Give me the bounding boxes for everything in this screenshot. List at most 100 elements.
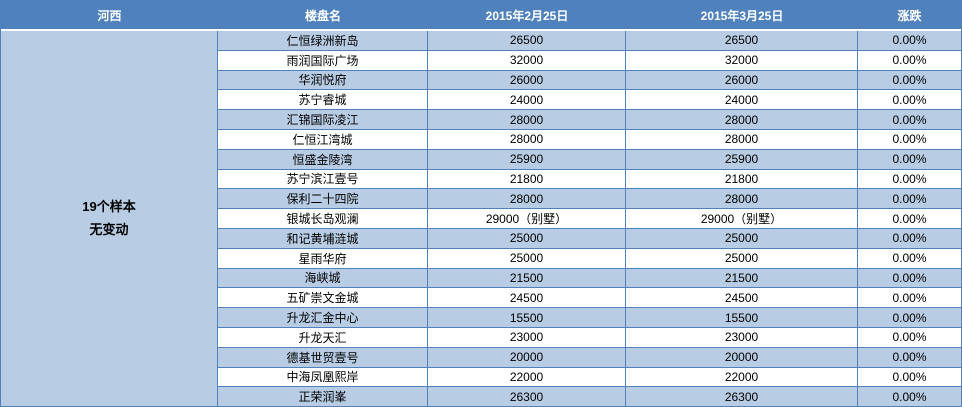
cell-change[interactable]: 0.00%	[892, 33, 927, 48]
cell-price-mar[interactable]: 25900	[626, 149, 858, 169]
cell-price-mar[interactable]: 26000	[626, 70, 858, 90]
table-row: 星雨华府 25000 25000 0.00%	[218, 248, 961, 269]
cell-property-name[interactable]: 仁恒绿洲新岛	[218, 31, 428, 50]
cell-price-mar[interactable]: 21800	[626, 169, 858, 189]
header-date-feb[interactable]: 2015年2月25日	[485, 8, 569, 23]
region-summary-cell[interactable]: 19个样本 无变动	[1, 31, 218, 406]
cell-change[interactable]: 0.00%	[892, 389, 927, 404]
cell-price-feb[interactable]: 21800	[428, 169, 626, 189]
header-property-name[interactable]: 楼盘名	[304, 8, 341, 23]
cell-price-feb[interactable]: 26000	[428, 70, 626, 90]
cell-price-feb[interactable]: 15500	[428, 308, 626, 327]
cell-property-name[interactable]: 中海凤凰熙岸	[218, 367, 428, 387]
cell-change[interactable]: 0.00%	[892, 251, 927, 266]
cell-change[interactable]: 0.00%	[892, 53, 927, 68]
cell-price-feb[interactable]: 25900	[428, 149, 626, 169]
table-row: 中海凤凰熙岸 22000 22000 0.00%	[218, 367, 961, 388]
cell-change[interactable]: 0.00%	[892, 350, 927, 365]
no-change-label: 无变动	[89, 221, 129, 237]
cell-price-feb[interactable]: 23000	[428, 327, 626, 347]
cell-change[interactable]: 0.00%	[892, 132, 927, 147]
sample-count-label: 19个样本	[82, 199, 136, 215]
cell-property-name[interactable]: 苏宁睿城	[218, 90, 428, 110]
cell-price-feb[interactable]: 26500	[428, 31, 626, 50]
cell-price-mar[interactable]: 26300	[626, 387, 858, 407]
cell-property-name[interactable]: 德基世贸壹号	[218, 347, 428, 367]
cell-price-feb[interactable]: 25000	[428, 228, 626, 248]
cell-change[interactable]: 0.00%	[892, 231, 927, 246]
table-row: 雨润国际广场 32000 32000 0.00%	[218, 50, 961, 71]
cell-price-mar[interactable]: 32000	[626, 50, 858, 70]
table-row: 恒盛金陵湾 25900 25900 0.00%	[218, 149, 961, 170]
table-header-row: 河西 楼盘名 2015年2月25日 2015年3月25日 涨跌	[1, 1, 961, 31]
cell-price-feb[interactable]: 21500	[428, 268, 626, 288]
cell-price-feb[interactable]: 28000	[428, 110, 626, 129]
table-body: 19个样本 无变动 仁恒绿洲新岛 26500 26500 0.00% 雨润国际广场 320…	[1, 31, 961, 407]
cell-property-name[interactable]: 雨润国际广场	[218, 50, 428, 70]
cell-price-feb[interactable]: 22000	[428, 367, 626, 387]
cell-price-feb[interactable]: 24000	[428, 90, 626, 110]
table-row: 华润悦府 26000 26000 0.00%	[218, 70, 961, 91]
cell-price-feb[interactable]: 28000	[428, 189, 626, 209]
cell-price-feb[interactable]: 29000（别墅）	[428, 209, 626, 228]
cell-property-name[interactable]: 华润悦府	[218, 70, 428, 90]
cell-price-feb[interactable]: 20000	[428, 347, 626, 367]
cell-price-mar[interactable]: 24000	[626, 90, 858, 110]
cell-price-feb[interactable]: 26300	[428, 387, 626, 407]
header-change[interactable]: 涨跌	[897, 8, 922, 23]
cell-price-mar[interactable]: 24500	[626, 288, 858, 308]
cell-change[interactable]: 0.00%	[892, 369, 927, 384]
cell-price-mar[interactable]: 20000	[626, 347, 858, 367]
cell-property-name[interactable]: 保利二十四院	[218, 189, 428, 209]
cell-property-name[interactable]: 恒盛金陵湾	[218, 149, 428, 169]
cell-change[interactable]: 0.00%	[892, 72, 927, 87]
cell-price-mar[interactable]: 23000	[626, 327, 858, 347]
cell-property-name[interactable]: 和记黄埔涟城	[218, 228, 428, 248]
table-row: 和记黄埔涟城 25000 25000 0.00%	[218, 228, 961, 249]
cell-property-name[interactable]: 仁恒江湾城	[218, 129, 428, 149]
cell-price-mar[interactable]: 29000（别墅）	[626, 209, 858, 228]
cell-change[interactable]: 0.00%	[892, 211, 927, 226]
cell-change[interactable]: 0.00%	[892, 152, 927, 167]
table-row: 仁恒江湾城 28000 28000 0.00%	[218, 129, 961, 150]
cell-property-name[interactable]: 银城长岛观澜	[218, 209, 428, 228]
cell-price-mar[interactable]: 25000	[626, 248, 858, 268]
cell-price-mar[interactable]: 28000	[626, 110, 858, 129]
cell-price-mar[interactable]: 21500	[626, 268, 858, 288]
table-body-rows: 仁恒绿洲新岛 26500 26500 0.00% 雨润国际广场 32000 32000 0.0…	[218, 31, 961, 407]
header-date-mar[interactable]: 2015年3月25日	[700, 8, 784, 23]
cell-property-name[interactable]: 升龙天汇	[218, 327, 428, 347]
table-row: 汇锦国际凌江 28000 28000 0.00%	[218, 110, 961, 130]
cell-price-mar[interactable]: 28000	[626, 189, 858, 209]
cell-change[interactable]: 0.00%	[892, 310, 927, 325]
cell-price-mar[interactable]: 26500	[626, 31, 858, 50]
cell-price-feb[interactable]: 24500	[428, 288, 626, 308]
cell-property-name[interactable]: 正荣润峯	[218, 387, 428, 407]
cell-change[interactable]: 0.00%	[892, 330, 927, 345]
cell-price-feb[interactable]: 28000	[428, 129, 626, 149]
table-row: 仁恒绿洲新岛 26500 26500 0.00%	[218, 31, 961, 51]
cell-property-name[interactable]: 海峡城	[218, 268, 428, 288]
header-region[interactable]: 河西	[97, 8, 122, 23]
table-row: 德基世贸壹号 20000 20000 0.00%	[218, 347, 961, 368]
cell-change[interactable]: 0.00%	[892, 270, 927, 285]
cell-price-feb[interactable]: 25000	[428, 248, 626, 268]
cell-property-name[interactable]: 五矿崇文金城	[218, 288, 428, 308]
cell-change[interactable]: 0.00%	[892, 191, 927, 206]
cell-price-mar[interactable]: 25000	[626, 228, 858, 248]
cell-change[interactable]: 0.00%	[892, 112, 927, 127]
cell-price-mar[interactable]: 28000	[626, 129, 858, 149]
cell-change[interactable]: 0.00%	[892, 171, 927, 186]
table-row: 苏宁滨江壹号 21800 21800 0.00%	[218, 169, 961, 190]
cell-property-name[interactable]: 苏宁滨江壹号	[218, 169, 428, 189]
cell-property-name[interactable]: 星雨华府	[218, 248, 428, 268]
cell-price-mar[interactable]: 15500	[626, 308, 858, 327]
cell-change[interactable]: 0.00%	[892, 92, 927, 107]
table-row: 正荣润峯 26300 26300 0.00%	[218, 387, 961, 407]
cell-price-feb[interactable]: 32000	[428, 50, 626, 70]
cell-price-mar[interactable]: 22000	[626, 367, 858, 387]
cell-change[interactable]: 0.00%	[892, 290, 927, 305]
cell-property-name[interactable]: 汇锦国际凌江	[218, 110, 428, 129]
cell-property-name[interactable]: 升龙汇金中心	[218, 308, 428, 327]
